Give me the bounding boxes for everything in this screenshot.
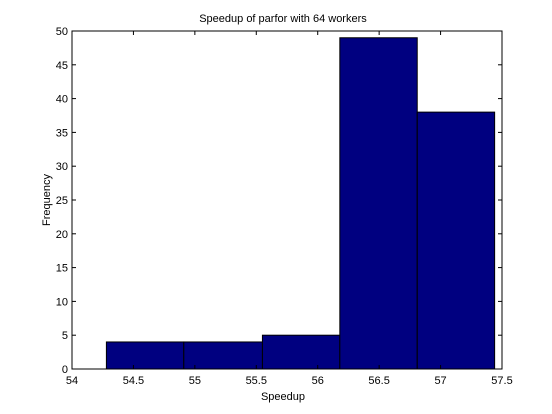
y-tick-label-2: 10 [56, 296, 68, 308]
x-ticks-layer: 54 54.5 55 55.5 56 56.5 57 57.5 [66, 31, 513, 387]
y-ticks-layer: 0 5 10 15 20 25 30 35 40 45 50 [56, 26, 502, 376]
y-tick-label-8: 40 [56, 94, 68, 106]
y-tick-label-7: 35 [56, 127, 68, 139]
y-tick-label-4: 20 [56, 229, 68, 241]
y-tick-label-1: 5 [62, 330, 68, 342]
x-tick-label-4: 56 [312, 375, 324, 387]
x-tick-label-1: 54.5 [123, 375, 144, 387]
x-tick-label-6: 57 [434, 375, 446, 387]
y-tick-label-0: 0 [62, 364, 68, 376]
histogram-bar-2 [261, 334, 341, 370]
histogram-bar-0 [105, 341, 185, 370]
x-tick-label-5: 56.5 [368, 375, 389, 387]
y-tick-label-6: 30 [56, 161, 68, 173]
y-tick-label-10: 50 [56, 26, 68, 38]
y-axis-label: Frequency [41, 174, 53, 226]
x-tick-label-3: 55.5 [246, 375, 267, 387]
histogram-bar-1 [183, 341, 263, 370]
x-tick-label-7: 57.5 [491, 375, 512, 387]
y-tick-label-5: 25 [56, 195, 68, 207]
x-tick-label-2: 55 [189, 375, 201, 387]
y-tick-label-3: 15 [56, 263, 68, 275]
histogram-bar-3 [339, 37, 418, 370]
y-tick-label-9: 45 [56, 60, 68, 72]
chart-title: Speedup of parfor with 64 workers [199, 13, 367, 25]
bars-layer [105, 37, 496, 370]
x-tick-label-0: 54 [66, 375, 78, 387]
x-axis-label: Speedup [261, 391, 305, 403]
histogram-bar-4 [416, 111, 496, 370]
